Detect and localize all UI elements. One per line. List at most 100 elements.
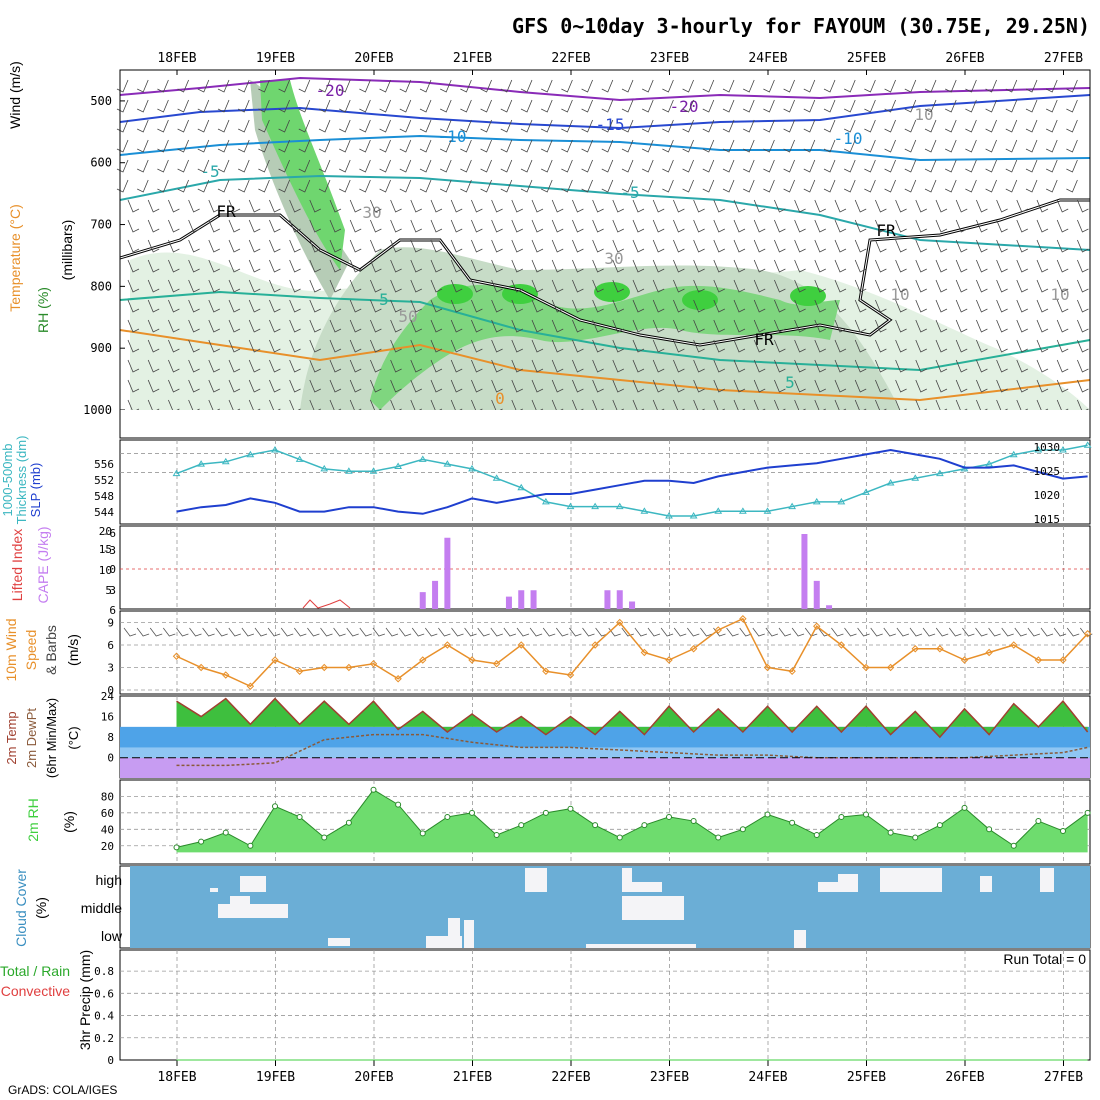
rh-point <box>518 822 525 829</box>
wind-barb <box>127 319 140 333</box>
wind-barb <box>713 379 725 393</box>
wind-barb <box>915 279 927 293</box>
surface-wind-barb <box>660 627 674 637</box>
wind-barb <box>1005 99 1018 113</box>
temp-tick-label: 0 <box>107 752 114 765</box>
wind-barb <box>774 259 786 273</box>
contour-label: 10 <box>914 105 933 124</box>
wind-barb <box>1036 319 1049 333</box>
temp-ylabel-unit: (°C) <box>66 726 81 749</box>
wind-barb <box>531 359 544 373</box>
rh-point <box>715 834 722 841</box>
wind-barb <box>127 299 140 313</box>
wind-barb <box>733 379 746 393</box>
wind-barb <box>1066 119 1078 133</box>
wind-barb <box>379 99 391 113</box>
wind-barb <box>359 79 371 93</box>
wind-barb <box>673 239 685 253</box>
wind-barb <box>763 99 775 113</box>
wind-barb <box>238 119 250 133</box>
panel-frame-upper <box>119 69 1091 439</box>
date-label-top: 20FEB <box>354 51 393 66</box>
wind-speed-point <box>714 626 722 634</box>
surface-wind-barb <box>1001 627 1014 637</box>
wind-barb <box>188 339 200 353</box>
date-label-bottom: 22FEB <box>551 1070 590 1085</box>
rh-point <box>863 811 869 818</box>
wind-barb <box>662 159 674 173</box>
wind-barb <box>440 139 452 153</box>
wind-barb <box>1077 299 1089 313</box>
date-label-top: 25FEB <box>847 51 886 66</box>
lifted-index-tick-label: 6 <box>109 604 116 617</box>
wind-barb <box>1025 99 1038 113</box>
thickness-point <box>985 460 994 467</box>
wind-barb <box>652 219 665 233</box>
wind-speed-point <box>911 645 919 653</box>
wind-barb <box>693 219 705 233</box>
wind-barb <box>491 259 503 273</box>
wind-barb <box>632 199 645 213</box>
wind-barb <box>1005 159 1018 173</box>
wind-barb <box>329 279 342 293</box>
wind-barb <box>713 259 725 273</box>
upper-air-ground <box>120 410 1090 438</box>
wind-barb <box>1077 379 1089 393</box>
wind-barb <box>915 199 927 213</box>
wind-barb <box>531 219 544 233</box>
wind-barb <box>702 79 715 93</box>
wind-speed-point <box>886 663 895 672</box>
rh-ylabel-unit: (%) <box>61 811 77 833</box>
wind-speed-point <box>320 663 328 672</box>
wind-barb <box>652 279 665 293</box>
wind-speed-point <box>788 667 796 675</box>
date-label-bottom: 19FEB <box>256 1070 295 1085</box>
wind-speed-point <box>665 656 673 664</box>
wind-barb <box>965 179 977 193</box>
wind-barb <box>632 319 645 333</box>
thickness-point <box>443 460 452 467</box>
wind-barb <box>803 99 816 113</box>
rh-point <box>739 826 746 833</box>
wind-barb <box>1036 279 1049 293</box>
wind-barb <box>864 99 876 113</box>
surface-wind-barb <box>398 627 412 637</box>
wind-speed-point <box>763 663 772 672</box>
wind-speed-point <box>985 648 993 657</box>
thickness-point <box>689 512 698 519</box>
thickness-tick-label: 552 <box>94 474 114 487</box>
wind-barb <box>713 339 725 353</box>
wind-barb <box>208 359 220 373</box>
rh-point <box>296 813 303 820</box>
wind-barb <box>976 279 988 293</box>
surface-wind-barb <box>883 627 896 637</box>
wind-barb <box>935 199 948 213</box>
surface-wind-barb <box>280 627 294 637</box>
wind-barb <box>733 339 746 353</box>
contour-label: 5 <box>785 373 795 392</box>
wind-barb <box>147 359 160 373</box>
wind-barb <box>147 199 160 213</box>
wind-barb <box>339 99 351 113</box>
wind-barb <box>410 219 422 233</box>
wind-barb <box>419 119 432 133</box>
wind-ylabel-barbs: & Barbs <box>43 625 59 675</box>
wind-barb <box>763 119 775 133</box>
wind-barb <box>935 359 948 373</box>
surface-wind-barb <box>608 627 621 637</box>
wind-barb <box>1016 199 1028 213</box>
wind-barb <box>208 319 220 333</box>
wind-barb <box>875 299 887 313</box>
cape-tick-label: 10 <box>99 564 112 577</box>
wind-barb <box>713 239 725 253</box>
wind-barb <box>228 319 241 333</box>
temperature-contour <box>119 290 1091 372</box>
wind-barb <box>491 199 503 213</box>
wind-barb <box>904 99 917 113</box>
wind-barb <box>379 179 391 193</box>
wind-barb <box>823 139 836 153</box>
rh-tick-label: 60 <box>101 807 114 820</box>
wind-barb <box>208 199 220 213</box>
wind-barb <box>531 279 544 293</box>
temp-ylabel-temp: 2m Temp <box>4 711 19 764</box>
